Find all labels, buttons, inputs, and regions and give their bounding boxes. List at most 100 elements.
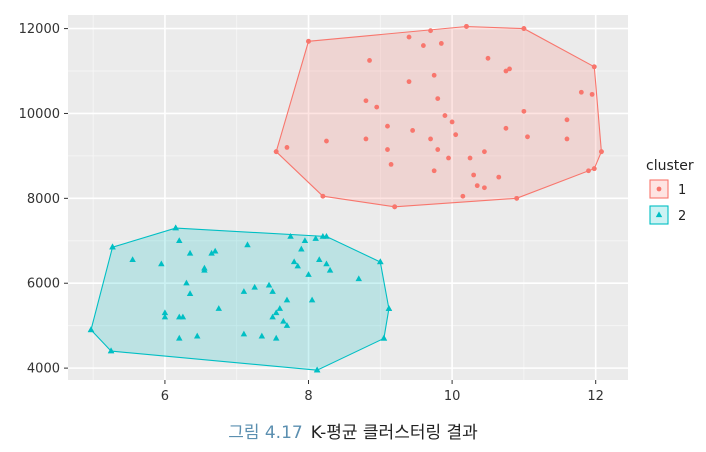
cluster-2-point [272, 334, 280, 341]
legend-title: cluster [646, 158, 694, 174]
cluster-1-point [591, 64, 597, 70]
cluster-2-point [326, 266, 334, 273]
cluster-1-point [474, 183, 480, 189]
cluster-1-point [420, 43, 426, 48]
y-tick-label: 4000 [27, 362, 60, 377]
cluster-1-point [599, 149, 604, 155]
cluster-1-point [521, 108, 527, 114]
cluster-2-point [276, 305, 284, 311]
cluster-2-point [211, 247, 219, 254]
cluster-1-point [410, 128, 416, 133]
minor-gridlines [68, 15, 628, 380]
cluster-1-point [428, 28, 433, 34]
cluster-1-point [464, 24, 469, 29]
cluster-2-point [283, 296, 291, 303]
cluster-2-point [208, 249, 215, 256]
plot-panel [68, 15, 628, 380]
legend-key-1-marker [656, 186, 662, 192]
cluster-2-hull [90, 227, 390, 371]
y-axis: 4000 6000 8000 10000 12000 [19, 22, 68, 377]
cluster-1-point [471, 172, 477, 178]
cluster-2-point [269, 288, 276, 294]
cluster-2-point [312, 235, 319, 241]
cluster-1-point [385, 123, 390, 129]
legend-label-2: 2 [678, 209, 686, 224]
cluster-2-point [287, 232, 294, 239]
cluster-2-point [301, 237, 309, 243]
cluster-2-point [380, 334, 388, 341]
cluster-2-point [215, 305, 223, 311]
cluster-1-point [385, 147, 390, 152]
cluster-1-point [306, 38, 311, 44]
cluster-1-hull [275, 25, 602, 208]
cluster-2-point [316, 256, 323, 263]
cluster-2-point [186, 290, 194, 297]
cluster-1-point [482, 185, 487, 191]
cluster-1-point [324, 138, 329, 144]
cluster-2-point [283, 322, 291, 328]
cluster-2-point [186, 249, 194, 256]
cluster-2-point [107, 347, 115, 354]
cluster-2-point [129, 256, 136, 263]
cluster-2-point [305, 271, 312, 277]
cluster-2-point [161, 313, 169, 320]
data-points [87, 24, 604, 373]
cluster-1-point [467, 155, 473, 161]
cluster-1-point [406, 79, 412, 85]
x-tick-label: 10 [444, 389, 461, 404]
cluster-1-point [507, 66, 512, 72]
y-tick-label: 6000 [27, 277, 60, 292]
cluster-1-point [589, 91, 595, 97]
cluster-1-point [485, 55, 491, 61]
cluster-2-point [176, 334, 183, 341]
cluster-2-point [265, 281, 273, 288]
major-gridlines [68, 15, 628, 380]
cluster-2-point [240, 330, 248, 337]
cluster-1-point [591, 166, 597, 172]
cluster-1-point [428, 136, 433, 142]
cluster-1-point [449, 119, 455, 125]
cluster-1-point [406, 34, 412, 40]
cluster-2-point [251, 283, 258, 290]
cluster-2-point [290, 258, 298, 265]
cluster-2-point [280, 317, 287, 324]
legend-key-2-marker [655, 211, 663, 218]
cluster-1-point [482, 149, 487, 155]
cluster-2-point [109, 243, 116, 250]
cluster-1-point [284, 145, 290, 150]
cluster-1-point [374, 104, 380, 110]
x-tick-label: 12 [587, 389, 604, 404]
cluster-2-point [258, 332, 266, 339]
cluster-1-point [521, 26, 527, 31]
cluster-1-point [320, 193, 326, 199]
cluster-2-point [298, 245, 305, 252]
cluster-2-point [240, 288, 248, 294]
cluster-1-point [503, 125, 509, 131]
cluster-1-point [586, 168, 591, 174]
cluster-1-point [496, 174, 502, 180]
cluster-1-point [514, 195, 520, 201]
cluster-1-point [578, 89, 584, 95]
cluster-2-point [308, 296, 316, 303]
cluster-2-point [161, 309, 169, 316]
cluster-1-point [363, 98, 369, 104]
cluster-2-point [319, 232, 327, 239]
legend-label-1: 1 [678, 183, 686, 198]
cluster-2-point [176, 237, 183, 243]
y-tick-label: 12000 [19, 22, 60, 37]
cluster-1-point [435, 96, 441, 102]
x-axis: 6 8 10 12 [161, 380, 604, 404]
cluster-1-point [453, 132, 459, 138]
cluster-1-point [435, 147, 441, 152]
cluster-2-point [355, 275, 363, 282]
legend: cluster 1 2 [646, 158, 694, 225]
x-tick-label: 8 [304, 389, 312, 404]
cluster-2-point [294, 262, 301, 269]
y-tick-label: 10000 [19, 107, 60, 122]
y-tick-label: 8000 [27, 192, 60, 207]
cluster-1-point [442, 113, 448, 118]
cluster-1-point [460, 193, 466, 199]
figure-caption-text: K-평균 클러스터링 결과 [310, 423, 478, 443]
cluster-hulls [87, 24, 604, 373]
cluster-1-point [388, 161, 394, 167]
